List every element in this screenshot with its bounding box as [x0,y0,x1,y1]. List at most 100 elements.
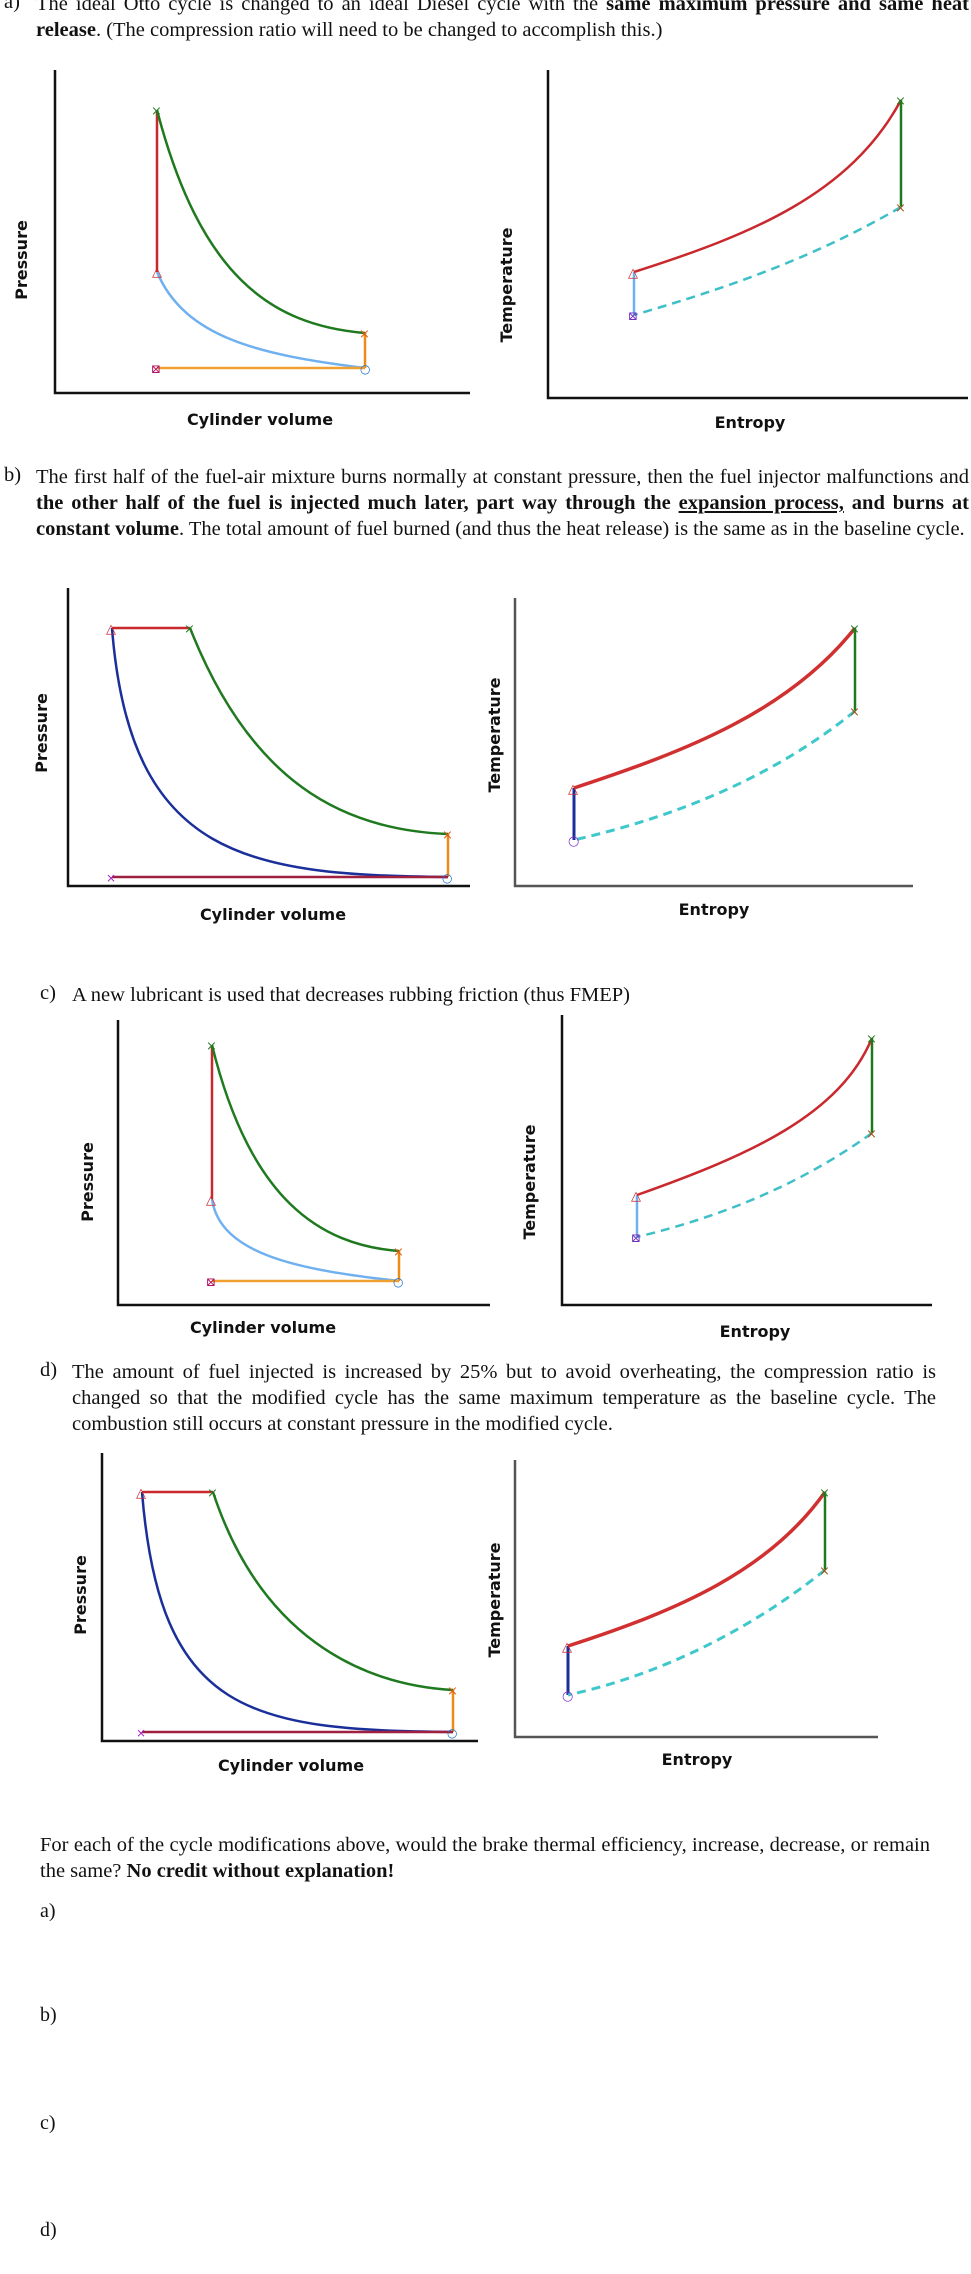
axes [513,1460,878,1739]
svg-text:×: × [106,871,116,885]
svg-text:△: △ [206,1193,216,1208]
process-heat-rejection [633,205,902,317]
part-a-pv-diagram: ○ △ × × ⊠ Cylinder volume Pressure [12,70,470,429]
process-expansion [188,627,449,836]
process-heat-addition [636,1037,874,1197]
text-segment: . (The compression ratio will need to be… [95,19,663,41]
svg-text:×: × [184,622,195,637]
answer-d-label: d) [40,2219,57,2241]
svg-text:△: △ [631,1189,641,1204]
part-d-label: d) [40,1359,58,1381]
marker-state-0: ⊠ [151,362,161,376]
pv-ylabel: Pressure [12,220,31,300]
answer-c-label: c) [40,2112,56,2134]
svg-text:○: ○ [447,1726,457,1740]
marker-state-4: × [359,327,370,342]
axes [53,70,470,395]
svg-text:△: △ [568,782,578,797]
process-compression [210,1198,400,1283]
svg-text:×: × [819,1564,830,1579]
text-segment: The amount of fuel injected is increased… [72,1361,936,1435]
ts-xlabel: Entropy [679,900,750,919]
svg-text:△: △ [106,622,116,637]
part-d-ts-diagram: △ × × ○ Entropy Temperature [485,1460,878,1769]
process-heat-rejection [567,1568,826,1697]
text-segment: the other half of the fuel is injected m… [36,492,679,514]
process-heat-rejection [573,709,856,842]
svg-text:×: × [393,1245,404,1260]
svg-text:△: △ [136,1486,146,1501]
svg-text:×: × [866,1127,877,1142]
process-heat-rejection [636,1131,873,1239]
svg-text:⊠: ⊠ [206,1275,216,1289]
axes [560,1015,932,1307]
ts-ylabel: Temperature [497,227,516,342]
svg-text:×: × [819,1486,830,1501]
text-segment: and burns at constant volume [36,492,969,540]
text-segment: same maximum pressure and same heat rele… [36,0,969,41]
part-c-ts-diagram: △ × × ⊠ Entropy Temperature [520,1015,932,1341]
part-a-label: a) [4,0,20,13]
svg-text:⊠: ⊠ [631,1231,641,1245]
svg-text:×: × [895,201,906,216]
svg-text:×: × [206,1039,217,1054]
pv-xlabel: Cylinder volume [190,1318,336,1337]
marker-state-1: ○ [360,362,370,376]
ts-xlabel: Entropy [720,1322,791,1341]
process-expansion [210,1044,400,1253]
text-segment: expansion process, [678,492,844,514]
text-segment: . The total amount of fuel burned (and t… [178,518,965,540]
svg-text:⊠: ⊠ [628,309,638,323]
ts-xlabel: Entropy [715,413,786,432]
part-d-text: The amount of fuel injected is increased… [72,1359,936,1437]
part-c-text: A new lubricant is used that decreases r… [72,982,952,1008]
part-b-text: The first half of the fuel-air mixture b… [36,464,969,542]
svg-text:×: × [447,1684,458,1699]
process-compression [155,271,366,370]
axes [546,70,968,400]
part-d-pv-diagram: △ × × ○ × Cylinder volume Pressure [71,1453,478,1775]
svg-text:△: △ [628,266,638,281]
text-segment: A new lubricant is used that decreases r… [72,984,630,1006]
part-b-label: b) [4,464,22,486]
axes [116,1020,490,1307]
process-expansion [211,1491,454,1692]
question-text: For each of the cycle modifications abov… [40,1834,930,1882]
svg-text:○: ○ [562,1689,573,1704]
process-compression [110,627,449,879]
process-heat-addition [633,99,903,274]
svg-text:×: × [207,1486,218,1501]
part-a-ts-diagram: △ × × ⊠ Entropy Temperature [497,70,968,432]
svg-text:×: × [849,622,860,637]
svg-text:○: ○ [393,1275,403,1289]
process-heat-addition [567,1490,827,1648]
svg-text:△: △ [562,1640,572,1655]
axes [513,598,913,888]
svg-text:×: × [895,94,906,109]
text-segment: The ideal Otto cycle is changed to an id… [36,0,607,15]
axes [100,1453,478,1743]
pv-xlabel: Cylinder volume [187,410,333,429]
pv-xlabel: Cylinder volume [218,1756,364,1775]
svg-text:○: ○ [568,834,579,849]
pv-ylabel: Pressure [32,693,51,773]
answer-a-label: a) [40,1900,56,1922]
ts-ylabel: Temperature [485,677,504,792]
ts-ylabel: Temperature [520,1124,539,1239]
svg-text:×: × [442,828,453,843]
ts-xlabel: Entropy [662,1750,733,1769]
process-expansion [155,109,366,335]
answer-b-label: b) [40,2004,57,2026]
pv-xlabel: Cylinder volume [200,905,346,924]
pv-ylabel: Pressure [71,1555,90,1635]
marker-state-2: △ [152,265,162,280]
axes [66,588,470,888]
part-a-text: The ideal Otto cycle is changed to an id… [36,0,969,43]
ts-ylabel: Temperature [485,1542,504,1657]
svg-text:×: × [866,1032,877,1047]
pv-ylabel: Pressure [78,1142,97,1222]
svg-text:○: ○ [442,871,452,885]
part-c-pv-diagram: △ × × ○ ⊠ Cylinder volume Pressure [78,1020,490,1337]
svg-text:×: × [849,705,860,720]
marker-state-3: × [151,104,162,119]
